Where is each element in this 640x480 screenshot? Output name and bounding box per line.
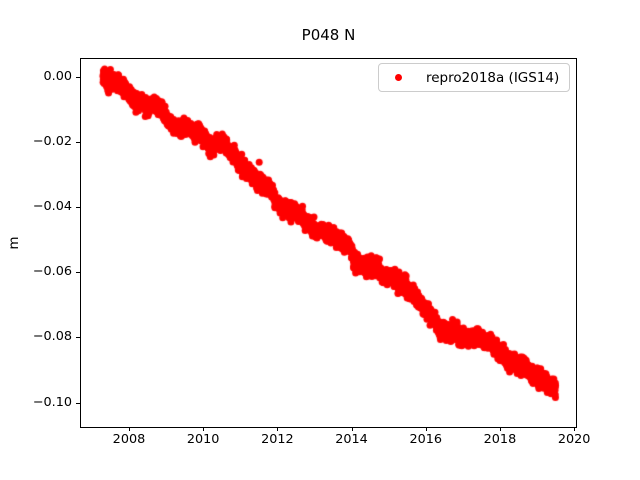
legend-marker-dot: [395, 74, 402, 81]
chart-title: P048 N: [301, 26, 356, 44]
x-tick-mark: [574, 427, 576, 431]
y-axis-label: m: [6, 236, 22, 250]
x-tick-label: 2008: [112, 432, 146, 447]
x-tick-mark: [128, 427, 130, 431]
x-tick-label: 2016: [409, 432, 443, 447]
y-tick-label: −0.04: [32, 199, 72, 215]
x-tick-label: 2020: [557, 432, 591, 447]
y-tick-mark: [76, 76, 80, 78]
y-tick-label: −0.06: [32, 264, 72, 280]
y-tick-mark: [76, 402, 80, 404]
x-tick-mark: [351, 427, 353, 431]
y-tick-label: 0.00: [43, 68, 73, 84]
y-tick-label: −0.02: [32, 134, 72, 150]
x-tick-mark: [425, 427, 427, 431]
y-tick-label: −0.10: [32, 394, 72, 410]
x-tick-label: 2014: [335, 432, 368, 447]
legend: repro2018a (IGS14): [378, 63, 570, 92]
y-tick-mark: [76, 207, 80, 209]
x-tick-label: 2012: [261, 432, 294, 447]
x-tick-mark: [499, 427, 501, 431]
x-tick-label: 2010: [186, 432, 220, 447]
y-tick-mark: [76, 142, 80, 144]
y-tick-mark: [76, 337, 80, 339]
y-tick-mark: [76, 272, 80, 274]
x-tick-label: 2018: [483, 432, 517, 447]
x-tick-mark: [277, 427, 279, 431]
legend-label: repro2018a (IGS14): [426, 69, 560, 86]
x-tick-mark: [203, 427, 205, 431]
y-tick-label: −0.08: [32, 329, 72, 345]
